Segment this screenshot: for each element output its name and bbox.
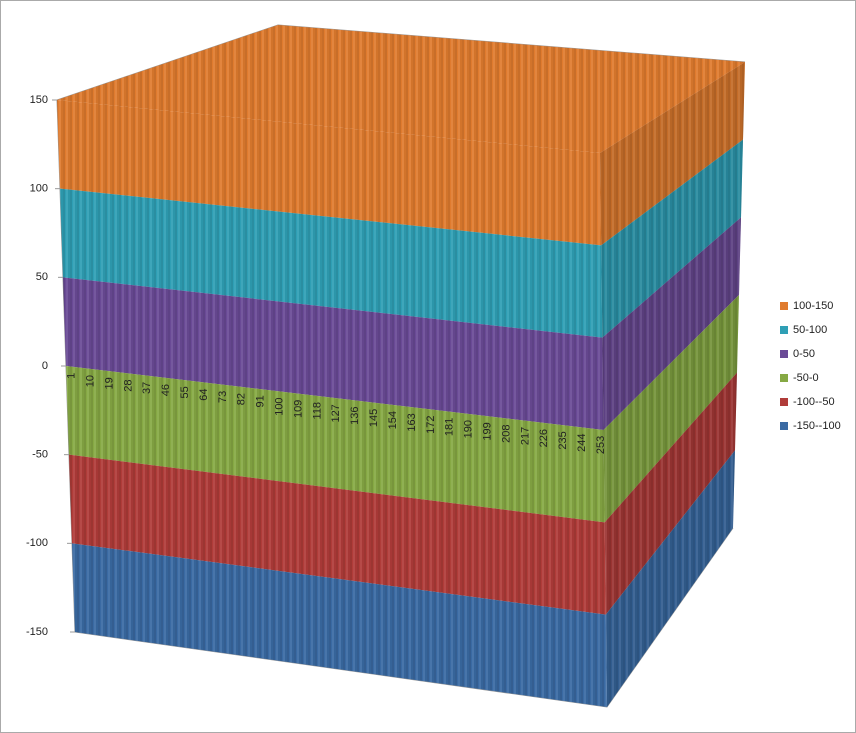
surface-band-front-texture: [63, 277, 604, 430]
legend-swatch: [780, 374, 788, 382]
surface-band-side-texture: [601, 139, 743, 338]
y-tick-label: 50: [36, 271, 48, 283]
x-tick-label: 64: [198, 388, 210, 400]
x-tick-label: 190: [463, 420, 475, 438]
legend-label: -50-0: [793, 372, 819, 384]
x-tick-label: 109: [292, 400, 304, 418]
legend-label: -100--50: [793, 396, 835, 408]
x-tick-label: 46: [160, 384, 172, 396]
y-tick-label: -150: [26, 626, 48, 638]
surface-band-side-texture: [603, 295, 739, 523]
x-tick-label: 82: [236, 393, 248, 405]
y-tick-label: -100: [26, 537, 48, 549]
x-tick-label: 226: [538, 429, 550, 447]
surface-band-side-texture: [600, 62, 745, 246]
legend-label: 100-150: [793, 300, 833, 312]
x-tick-label: 163: [406, 413, 418, 431]
x-tick-label: 10: [84, 375, 96, 387]
legend-swatch: [780, 302, 788, 310]
x-tick-label: 244: [576, 433, 588, 451]
x-tick-label: 127: [330, 404, 342, 422]
surface-band-front-texture: [60, 188, 603, 338]
legend-swatch: [780, 350, 788, 358]
surface-band-front-texture: [66, 366, 605, 523]
y-tick-label: -50: [32, 449, 48, 461]
legend-swatch: [780, 422, 788, 430]
y-tick-label: 100: [30, 183, 48, 195]
x-tick-label: 118: [311, 402, 323, 420]
legend-label: 50-100: [793, 324, 827, 336]
y-tick-label: 0: [42, 360, 48, 372]
x-tick-label: 100: [274, 397, 286, 415]
surface-top-texture: [57, 25, 745, 153]
surface-band-front-texture: [69, 454, 606, 615]
x-tick-label: 145: [368, 409, 380, 427]
legend-label: -150--100: [793, 420, 841, 432]
x-tick-label: 199: [481, 422, 493, 440]
surface-band-side-texture: [604, 372, 737, 615]
surface-band-side-texture: [605, 450, 735, 707]
x-tick-label: 1: [66, 373, 78, 379]
legend-swatch: [780, 398, 788, 406]
x-tick-label: 217: [519, 427, 531, 445]
x-tick-label: 91: [255, 395, 267, 407]
legend-label: 0-50: [793, 348, 815, 360]
x-tick-label: 55: [179, 386, 191, 398]
surface-band-side-texture: [602, 217, 741, 430]
x-tick-label: 235: [557, 431, 569, 449]
surface-band-front-texture: [57, 100, 602, 246]
x-tick-label: 37: [141, 382, 153, 394]
surface-band-front-texture: [72, 543, 607, 707]
x-tick-label: 253: [595, 436, 607, 454]
x-tick-label: 208: [500, 424, 512, 442]
y-tick-label: 150: [30, 94, 48, 106]
x-tick-label: 28: [122, 379, 134, 391]
x-tick-label: 73: [217, 391, 229, 403]
x-tick-label: 181: [444, 418, 456, 436]
legend-swatch: [780, 326, 788, 334]
x-tick-label: 19: [103, 377, 115, 389]
x-tick-label: 154: [387, 411, 399, 429]
x-tick-label: 172: [425, 415, 437, 433]
x-tick-label: 136: [349, 406, 361, 424]
